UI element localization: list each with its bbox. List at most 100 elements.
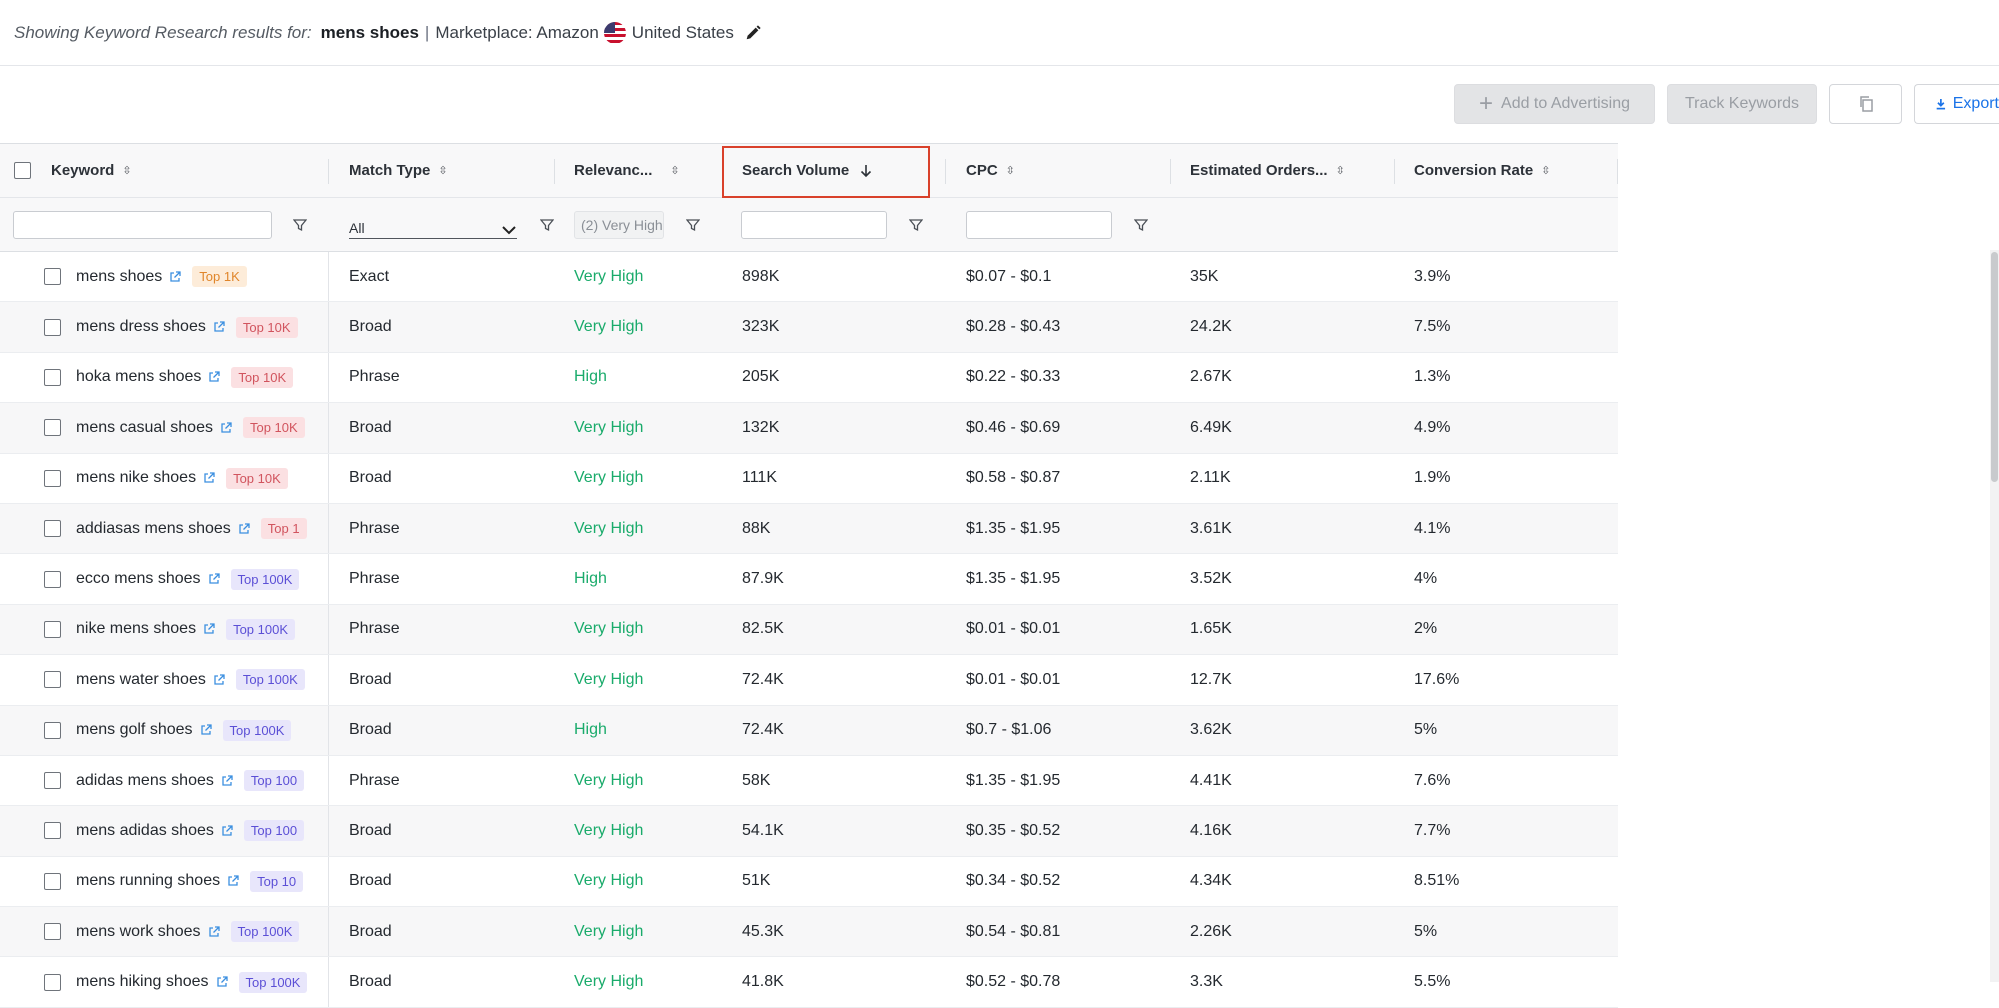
table-row[interactable]: hoka mens shoes Top 10K Phrase High 205K $0.2… — [0, 352, 1618, 404]
col-conversion-rate[interactable]: Conversion Rate ⇳ — [1414, 144, 1550, 197]
track-keywords-button[interactable]: Track Keywords — [1667, 84, 1817, 124]
conversion-rate-cell: 17.6% — [1414, 670, 1460, 688]
external-link-icon[interactable] — [207, 572, 221, 586]
table-row[interactable]: adidas mens shoes Top 100 Phrase Very High 5… — [0, 755, 1618, 807]
col-cpc[interactable]: CPC ⇳ — [966, 144, 1015, 197]
search-volume-filter-input[interactable] — [741, 210, 887, 239]
external-link-icon[interactable] — [237, 522, 251, 536]
external-link-icon[interactable] — [215, 975, 229, 989]
estimated-orders-cell: 24.2K — [1190, 318, 1232, 336]
column-divider[interactable] — [554, 159, 555, 184]
row-checkbox[interactable] — [44, 570, 61, 588]
copy-button[interactable] — [1829, 84, 1902, 124]
keyword-text[interactable]: addiasas mens shoes — [76, 519, 231, 537]
keyword-text[interactable]: mens hiking shoes — [76, 973, 209, 991]
row-checkbox[interactable] — [44, 973, 61, 991]
column-divider[interactable] — [328, 159, 329, 184]
cpc-filter-input[interactable] — [966, 210, 1112, 239]
row-checkbox[interactable] — [44, 520, 61, 538]
table-row[interactable]: mens casual shoes Top 10K Broad Very High 13… — [0, 403, 1618, 454]
external-link-icon[interactable] — [168, 270, 182, 284]
external-link-icon[interactable] — [207, 925, 221, 939]
select-all-checkbox[interactable] — [14, 162, 31, 179]
row-checkbox[interactable] — [44, 923, 61, 941]
scrollbar-track[interactable] — [1990, 250, 1999, 982]
keyword-text[interactable]: mens water shoes — [76, 670, 206, 688]
match-type-filter-select[interactable]: All — [349, 211, 517, 239]
estimated-orders-cell: 35K — [1190, 267, 1219, 285]
table-row[interactable]: mens running shoes Top 10 Broad Very High 51… — [0, 856, 1618, 908]
row-checkbox[interactable] — [44, 419, 61, 437]
estimated-orders-cell: 1.65K — [1190, 620, 1232, 638]
table-row[interactable]: mens nike shoes Top 10K Broad Very High 111K… — [0, 453, 1618, 504]
table-row[interactable]: mens hiking shoes Top 100K Broad Very High 4… — [0, 957, 1618, 1008]
row-checkbox[interactable] — [44, 721, 61, 739]
table-row[interactable]: nike mens shoes Top 100K Phrase Very High 82… — [0, 604, 1618, 656]
keyword-text[interactable]: nike mens shoes — [76, 620, 197, 638]
table-row[interactable]: mens adidas shoes Top 100 Broad Very High 54… — [0, 806, 1618, 857]
external-link-icon[interactable] — [212, 673, 226, 687]
add-to-advertising-button[interactable]: + Add to Advertising — [1454, 84, 1655, 124]
external-link-icon[interactable] — [199, 723, 213, 737]
row-checkbox[interactable] — [44, 469, 61, 487]
column-divider[interactable] — [1617, 159, 1618, 184]
row-checkbox[interactable] — [44, 772, 61, 790]
table-row[interactable]: mens water shoes Top 100K Broad Very High 72… — [0, 655, 1618, 706]
keyword-filter-input[interactable] — [13, 210, 272, 239]
export-button[interactable]: Export — [1914, 84, 1999, 124]
keyword-text[interactable]: hoka mens shoes — [76, 368, 202, 386]
col-keyword[interactable]: Keyword ⇳ — [51, 144, 132, 197]
external-link-icon[interactable] — [202, 622, 216, 636]
filter-icon[interactable] — [1134, 218, 1148, 232]
col-relevance[interactable]: Relevanc... ⇳ — [574, 144, 680, 197]
filter-icon[interactable] — [686, 218, 700, 232]
filter-icon[interactable] — [293, 218, 307, 232]
row-checkbox[interactable] — [44, 872, 61, 890]
keyword-text[interactable]: mens adidas shoes — [76, 821, 214, 839]
col-match-type[interactable]: Match Type ⇳ — [349, 144, 448, 197]
row-checkbox-cell — [44, 957, 61, 1006]
filter-icon[interactable] — [909, 218, 923, 232]
row-checkbox-cell — [44, 353, 61, 402]
table-row[interactable]: ecco mens shoes Top 100K Phrase High 87.9K $1… — [0, 554, 1618, 605]
external-link-icon[interactable] — [226, 874, 240, 888]
external-link-icon[interactable] — [220, 824, 234, 838]
scrollbar-thumb[interactable] — [1991, 252, 1998, 482]
keyword-text[interactable]: mens running shoes — [76, 872, 221, 890]
table-row[interactable]: addiasas mens shoes Top 1 Phrase Very High 8… — [0, 503, 1618, 555]
keyword-text[interactable]: mens dress shoes — [76, 318, 206, 336]
keyword-text[interactable]: mens shoes — [76, 267, 163, 285]
keyword-text[interactable]: mens golf shoes — [76, 721, 193, 739]
row-checkbox[interactable] — [44, 671, 61, 689]
match-type-cell: Broad — [349, 721, 392, 739]
row-checkbox[interactable] — [44, 268, 61, 286]
keyword-text[interactable]: mens casual shoes — [76, 418, 213, 436]
match-type-cell: Phrase — [349, 620, 400, 638]
external-link-icon[interactable] — [207, 370, 221, 384]
keyword-text[interactable]: mens nike shoes — [76, 469, 197, 487]
external-link-icon[interactable] — [202, 471, 216, 485]
row-checkbox[interactable] — [44, 620, 61, 638]
row-checkbox[interactable] — [44, 368, 61, 386]
row-checkbox[interactable] — [44, 318, 61, 336]
edit-pencil-icon[interactable] — [744, 24, 762, 42]
filter-icon[interactable] — [540, 218, 554, 232]
table-row[interactable]: mens golf shoes Top 100K Broad High 72.4K $0.… — [0, 705, 1618, 756]
external-link-icon[interactable] — [219, 421, 233, 435]
search-volume-cell: 323K — [742, 318, 780, 336]
relevance-filter-input[interactable]: (2) Very High — [574, 210, 664, 239]
keyword-text[interactable]: mens work shoes — [76, 922, 201, 940]
col-search-volume[interactable]: Search Volume — [742, 144, 873, 197]
column-divider[interactable] — [945, 159, 946, 184]
col-estimated-orders[interactable]: Estimated Orders... ⇳ — [1190, 144, 1345, 197]
column-divider[interactable] — [1170, 159, 1171, 184]
keyword-text[interactable]: adidas mens shoes — [76, 771, 214, 789]
external-link-icon[interactable] — [212, 320, 226, 334]
keyword-text[interactable]: ecco mens shoes — [76, 570, 201, 588]
row-checkbox[interactable] — [44, 822, 61, 840]
column-divider[interactable] — [1394, 159, 1395, 184]
table-row[interactable]: mens work shoes Top 100K Broad Very High 45.… — [0, 907, 1618, 958]
table-row[interactable]: mens dress shoes Top 10K Broad Very High 323… — [0, 302, 1618, 353]
external-link-icon[interactable] — [220, 774, 234, 788]
table-row[interactable]: mens shoes Top 1K Exact Very High 898K $0.07 … — [0, 252, 1618, 303]
